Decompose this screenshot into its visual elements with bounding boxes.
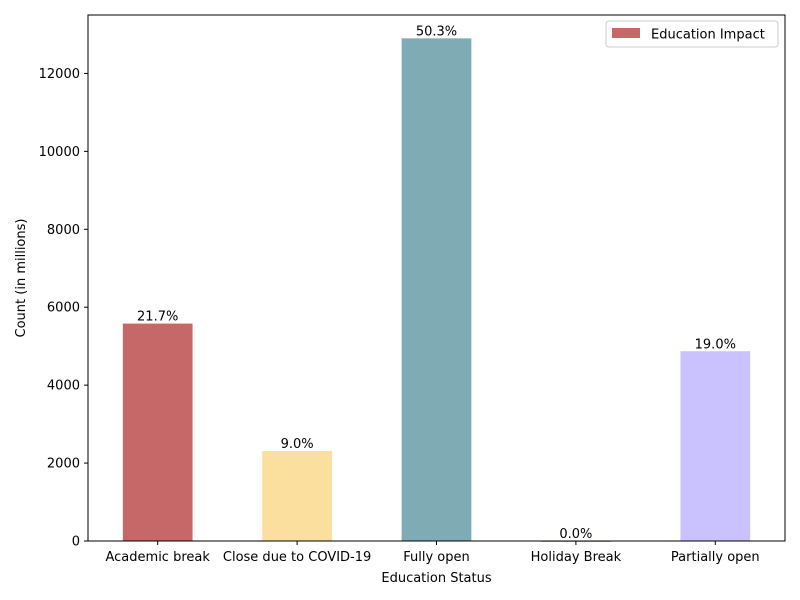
x-tick-label: Fully open <box>403 550 470 565</box>
bar-value-label: 9.0% <box>281 437 314 452</box>
x-tick-label: Holiday Break <box>531 550 622 565</box>
legend-box <box>605 20 779 48</box>
x-tick-label: Close due to COVID-19 <box>223 550 371 565</box>
bar-academic-break <box>122 323 193 541</box>
bar-value-label: 19.0% <box>695 337 736 352</box>
y-tick-label: 4000 <box>47 379 80 394</box>
y-tick-label: 0 <box>72 535 80 550</box>
y-tick-label: 2000 <box>47 457 80 472</box>
bar-value-label: 21.7% <box>137 310 178 325</box>
x-axis-title: Education Status <box>381 571 492 586</box>
x-tick-label: Partially open <box>671 550 760 565</box>
plot-frame <box>87 14 786 542</box>
x-axis-ticks: Academic break Close due to COVID-19 Fully… <box>106 541 760 565</box>
y-tick-label: 12000 <box>39 67 80 82</box>
bar-value-label: 0.0% <box>559 527 592 542</box>
y-axis-title: Count (in millions) <box>14 219 29 338</box>
bar-value-label: 50.3% <box>416 24 457 39</box>
bars-layer <box>122 38 751 542</box>
legend: Education Impact <box>605 20 779 48</box>
legend-label: Education Impact <box>651 28 765 43</box>
bar-partially-open <box>680 351 751 541</box>
y-tick-label: 8000 <box>47 223 80 238</box>
y-tick-label: 10000 <box>39 145 80 160</box>
bar-close-due-to-covid-19 <box>262 450 332 541</box>
bar-fully-open <box>401 38 472 541</box>
legend-swatch <box>612 28 640 38</box>
y-tick-label: 6000 <box>47 301 80 316</box>
y-axis-ticks: 0 2000 4000 6000 8000 10000 12000 <box>39 67 88 550</box>
x-tick-label: Academic break <box>106 550 211 565</box>
bar-labels-layer: 21.7% 9.0% 50.3% 0.0% 19.0% <box>137 24 736 541</box>
